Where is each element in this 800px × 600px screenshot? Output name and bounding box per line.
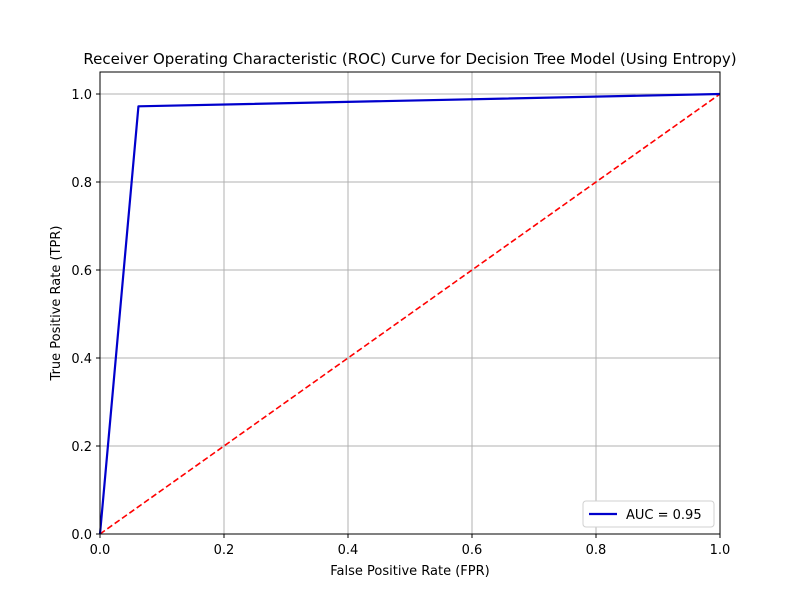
legend: AUC = 0.95	[582, 500, 715, 528]
plot-frame	[99, 71, 721, 535]
grid-lines	[99, 72, 721, 535]
legend-box	[582, 500, 715, 528]
y-tick-label: 0.4	[71, 352, 92, 367]
x-tick-label: 0.6	[462, 543, 483, 558]
x-tick-label: 0.2	[214, 543, 235, 558]
series-layer	[98, 92, 721, 535]
y-tick-label: 0.8	[71, 176, 92, 191]
roc-curve-line	[98, 92, 721, 535]
x-tick-label: 0.4	[338, 543, 359, 558]
chart-title: Receiver Operating Characteristic (ROC) …	[83, 50, 736, 68]
y-tick-label: 1.0	[71, 88, 92, 103]
x-tick-label: 1.0	[710, 543, 731, 558]
x-tick-label: 0.8	[586, 543, 607, 558]
x-tick-label: 0.0	[90, 543, 111, 558]
axis-ticks: 0.0 0.2 0.4 0.6 0.8 1.0 0.0 0.2 0.4 0.6 0.8 1.0	[71, 88, 730, 558]
random-baseline-line	[99, 93, 721, 535]
y-tick-label: 0.0	[71, 528, 92, 543]
y-tick-label: 0.2	[71, 440, 92, 455]
y-axis-label: True Positive Rate (TPR)	[49, 226, 64, 382]
y-tick-label: 0.6	[71, 264, 92, 279]
x-axis-label: False Positive Rate (FPR)	[330, 564, 489, 579]
legend-label: AUC = 0.95	[626, 508, 702, 523]
